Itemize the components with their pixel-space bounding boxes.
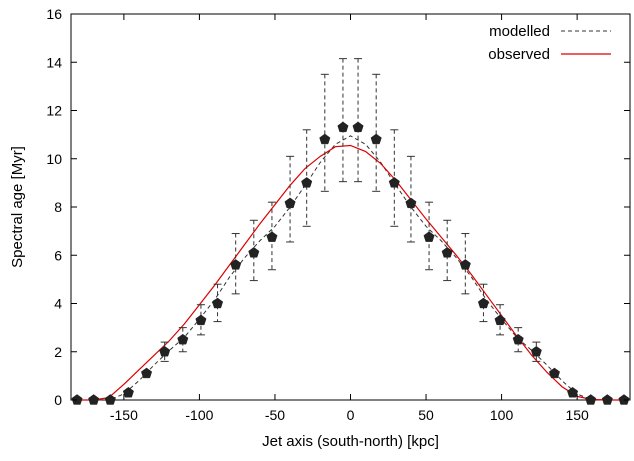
- data-point: [530, 345, 542, 357]
- data-point: [319, 133, 331, 145]
- data-point: [159, 345, 171, 357]
- x-axis-label: Jet axis (south-north) [kpc]: [262, 433, 439, 450]
- data-point: [266, 231, 278, 242]
- data-point: [141, 367, 153, 379]
- x-tick-label: -50: [265, 407, 285, 423]
- x-tick-label: 150: [565, 407, 589, 423]
- y-tick-label: 12: [46, 103, 62, 119]
- legend: modelled observed: [488, 23, 611, 63]
- y-tick-label: 0: [54, 392, 62, 408]
- y-axis-label: Spectral age [Myr]: [9, 146, 26, 268]
- data-point: [337, 121, 349, 133]
- x-tick-label: 100: [490, 407, 514, 423]
- data-point: [352, 121, 364, 133]
- errorbar-layer: [142, 58, 559, 377]
- legend-label-observed: observed: [488, 46, 550, 63]
- data-point: [459, 259, 471, 270]
- data-point: [618, 394, 630, 405]
- data-point: [441, 247, 453, 258]
- data-point: [601, 394, 613, 405]
- y-tick-label: 16: [46, 6, 62, 22]
- y-tick-label: 2: [54, 344, 62, 360]
- data-point: [548, 367, 560, 379]
- data-point: [512, 333, 524, 345]
- x-tick-label: -150: [110, 407, 138, 423]
- x-tick-label: 50: [418, 407, 434, 423]
- data-point: [284, 197, 296, 209]
- data-point: [388, 177, 400, 188]
- x-tick-label: 0: [347, 407, 355, 423]
- y-tick-label: 14: [46, 54, 62, 70]
- data-point: [405, 197, 417, 209]
- data-point: [122, 386, 134, 398]
- data-point: [370, 133, 382, 145]
- data-point: [195, 314, 207, 326]
- data-point: [301, 177, 313, 188]
- x-tick-label: -100: [185, 407, 213, 423]
- data-point: [71, 394, 83, 405]
- plot-frame-group: [70, 13, 631, 401]
- data-point: [477, 297, 489, 309]
- observed-curve-layer: [77, 144, 624, 401]
- data-point: [248, 247, 260, 258]
- data-point: [104, 394, 116, 405]
- y-tick-layer: 0 2 4 6 8 10 12 14 16: [46, 6, 630, 408]
- data-point: [88, 394, 100, 405]
- y-tick-label: 6: [54, 247, 62, 263]
- y-tick-label: 8: [54, 199, 62, 215]
- data-point: [585, 394, 597, 405]
- data-point: [423, 231, 435, 242]
- data-point: [230, 259, 242, 270]
- modelled-curve-layer: [77, 135, 624, 401]
- modelled-curve: [77, 135, 624, 401]
- x-tick-layer: -150 -100 -50 0 50 100 150: [110, 14, 589, 423]
- legend-label-modelled: modelled: [489, 23, 550, 40]
- observed-curve: [77, 144, 624, 401]
- plot-frame: [70, 13, 631, 401]
- y-tick-label: 10: [46, 151, 62, 167]
- data-point: [567, 386, 579, 398]
- data-point: [177, 333, 189, 345]
- data-point: [494, 314, 506, 326]
- point-layer: [71, 121, 630, 405]
- data-point: [212, 297, 224, 309]
- y-tick-label: 4: [54, 296, 62, 312]
